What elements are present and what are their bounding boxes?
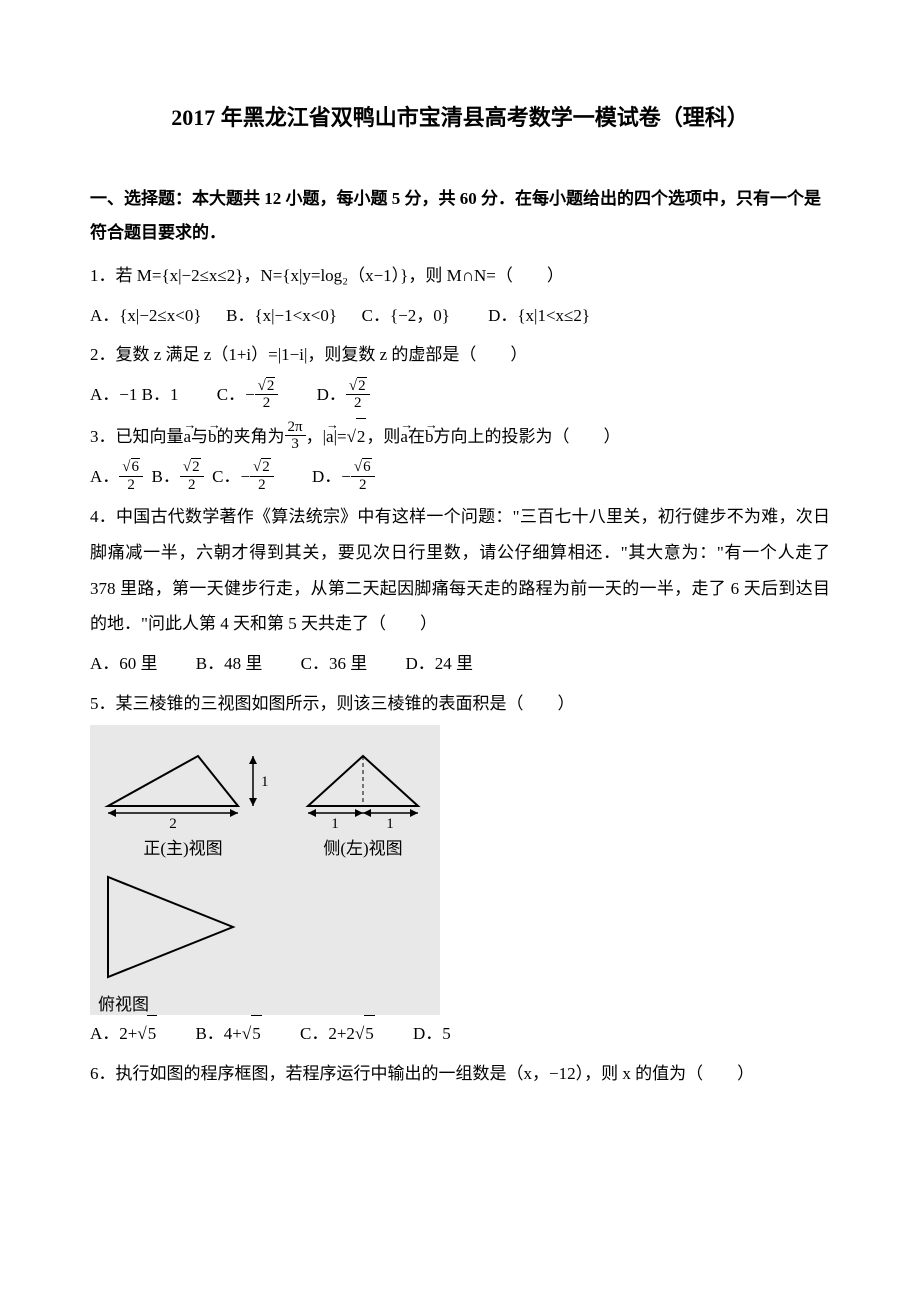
q3-mag: 2 [347,418,367,455]
q2-optB: B．1 [142,385,179,404]
vec-a: a [184,419,192,455]
svg-text:1: 1 [386,816,394,831]
q3-optD-label: D． [312,467,341,486]
q2-optD-label: D． [317,385,346,404]
section-header: 一、选择题：本大题共 12 小题，每小题 5 分，共 60 分．在每小题给出的四… [90,182,830,250]
q5-optC-label: C．2+2 [300,1024,355,1043]
q2-optC-sign: − [245,385,255,404]
q2-optC-label: C． [217,385,245,404]
svg-text:1: 1 [261,774,268,790]
front-view-svg: 2 1 [98,741,268,831]
q4-options: A．60 里 B．48 里 C．36 里 D．24 里 [90,646,830,682]
q4-text: 4．中国古代数学著作《算法统宗》中有这样一个问题："三百七十八里关，初行健步不为… [90,499,830,642]
front-view: 2 1 正(主)视图 [98,741,268,859]
q1-optB: B．{x|−1<x<0} [226,306,337,325]
q1-optC: C．{−2，0} [362,306,450,325]
side-view-label: 侧(左)视图 [323,834,402,859]
q5-optA-label: A．2+ [90,1024,137,1043]
q5-figure: 2 1 正(主)视图 1 1 侧(左)视图 [90,725,440,1015]
q2-options: A．−1 B．1 C．−22 D．22 [90,377,830,414]
q4-optC: C．36 里 [301,654,368,673]
side-view: 1 1 侧(左)视图 [298,741,428,859]
q1-options: A．{x|−2≤x<0} B．{x|−1<x<0} C．{−2，0} D．{x|… [90,298,830,334]
q4-optD: D．24 里 [405,654,473,673]
q3-optA-label: A． [90,467,119,486]
q2-text: 2．复数 z 满足 z（1+i）=|1−i|，则复数 z 的虚部是（ ） [90,337,830,373]
q6-text: 6．执行如图的程序框图，若程序运行中输出的一组数是（x，−12），则 x 的值为… [90,1056,830,1092]
q3-angle: 2π3 [285,419,306,453]
side-view-svg: 1 1 [298,741,428,831]
q1-optD: D．{x|1<x≤2} [488,306,590,325]
q4-optB: B．48 里 [196,654,263,673]
q3-options: A．62 B．22 C．−22 D．−62 [90,459,830,496]
q1-text: 1．若 M={x|−2≤x≤2}，N={x|y=log₂（x−1）}，则 M∩N… [90,258,830,294]
q5-optD-label: D．5 [413,1024,451,1043]
q5-options: A．2+5 B．4+5 C．2+25 D．5 [90,1015,830,1052]
q2-optD-frac: 22 [346,377,370,412]
q5-optB-label: B．4+ [195,1024,241,1043]
vec-b: b [208,419,217,455]
page-title: 2017 年黑龙江省双鸭山市宝清县高考数学一模试卷（理科） [90,100,830,132]
q3-optB-label: B． [152,467,180,486]
q1-optA: A．{x|−2≤x<0} [90,306,202,325]
top-view-label: 俯视图 [98,990,149,1015]
q2-optC-frac: 22 [255,377,279,412]
top-view: 俯视图 [98,867,432,1015]
q4-optA: A．60 里 [90,654,158,673]
svg-text:2: 2 [169,816,177,831]
top-view-svg [98,867,248,987]
q3-text: 3．已知向量a与b的夹角为2π3，|a|=2，则a在b方向上的投影为（ ） [90,418,830,455]
q2-optA: A．−1 [90,385,137,404]
front-view-label: 正(主)视图 [143,834,222,859]
q3-optC-label: C． [212,467,240,486]
svg-text:1: 1 [331,816,339,831]
q5-text: 5．某三棱锥的三视图如图所示，则该三棱锥的表面积是（ ） [90,686,830,722]
